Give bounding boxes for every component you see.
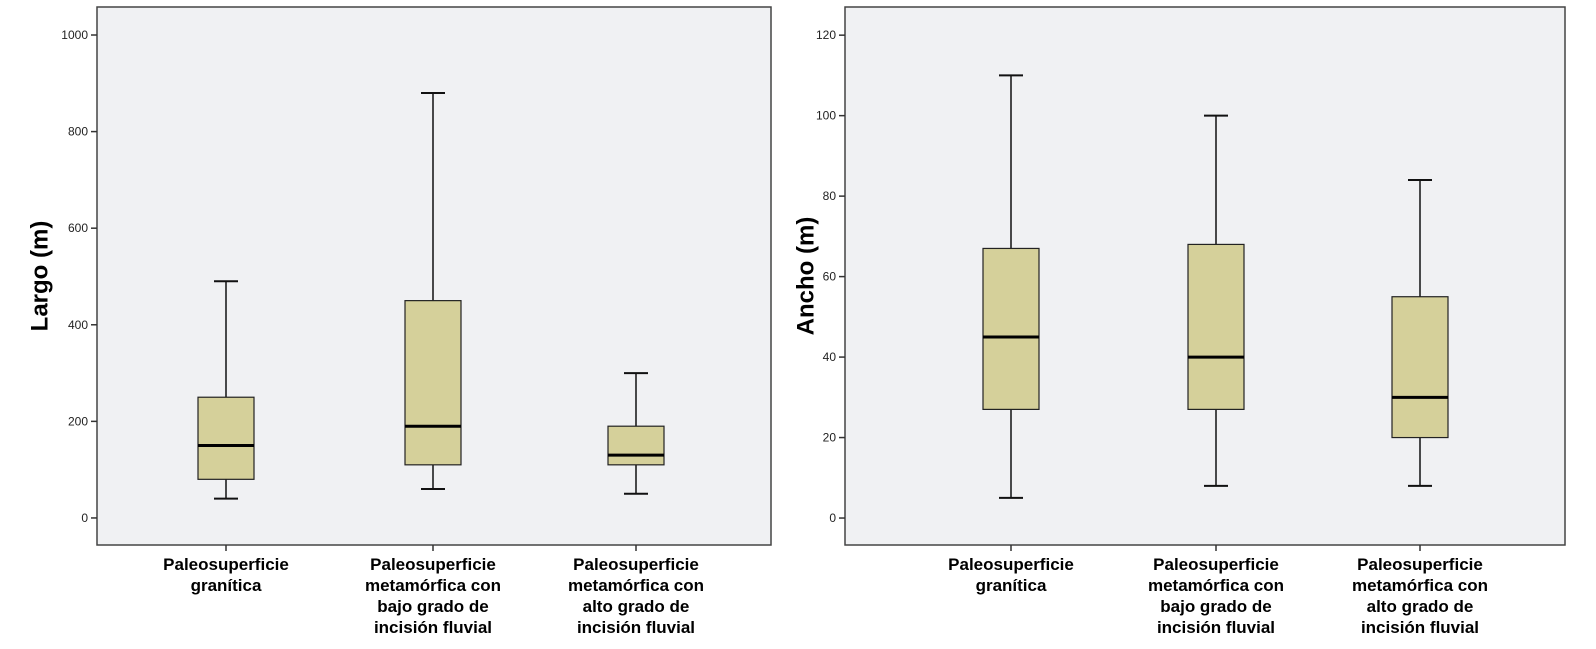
iqr-box	[404, 300, 462, 466]
boxplot-panel-1: 0 200 400 600 800 1000 Largo (m) Paleosuperfici…	[27, 6, 772, 637]
category-label-line: alto grado de	[583, 597, 690, 616]
iqr-box	[1391, 296, 1449, 439]
y-tick-label: 20	[823, 431, 837, 445]
y-axis-label: Ancho (m)	[793, 217, 820, 336]
iqr-box	[607, 425, 665, 466]
category-label-line: bajo grado de	[1160, 597, 1271, 616]
y-axis-label: Largo (m)	[27, 221, 54, 332]
category-label-line: Paleosuperficie	[948, 555, 1074, 574]
box-3	[607, 372, 665, 551]
y-tick-label: 400	[68, 318, 88, 332]
category-label-line: metamórfica con	[1352, 576, 1488, 595]
category-label-line: bajo grado de	[377, 597, 488, 616]
y-tick-label: 200	[68, 414, 88, 428]
category-label-line: metamórfica con	[365, 576, 501, 595]
box-2	[1187, 114, 1245, 551]
category-label-line: metamórfica con	[1148, 576, 1284, 595]
category-label: Paleosuperficie metamórfica con bajo grado…	[1148, 555, 1284, 637]
category-label-line: Paleosuperficie	[370, 555, 496, 574]
iqr-box	[197, 396, 255, 480]
box-3	[1391, 179, 1449, 551]
y-tick-label: 40	[823, 350, 837, 364]
category-label-line: metamórfica con	[568, 576, 704, 595]
category-label-line: incisión fluvial	[1157, 618, 1275, 637]
y-tick-label: 1000	[61, 28, 88, 42]
category-label-line: incisión fluvial	[1361, 618, 1479, 637]
box-1	[982, 74, 1040, 551]
box-1	[197, 280, 255, 551]
y-tick-label: 60	[823, 270, 837, 284]
category-label: Paleosuperficie granítica	[948, 555, 1074, 595]
box-2	[404, 91, 462, 551]
category-label-line: Paleosuperficie	[1153, 555, 1279, 574]
y-tick-label: 0	[81, 511, 88, 525]
category-label: Paleosuperficie metamórfica con alto grado…	[1352, 555, 1488, 637]
category-label-line: alto grado de	[1367, 597, 1474, 616]
category-label-line: Paleosuperficie	[573, 555, 699, 574]
y-tick-label: 120	[816, 28, 836, 42]
category-label: Paleosuperficie metamórfica con bajo grado…	[365, 555, 501, 637]
y-tick-label: 80	[823, 189, 837, 203]
boxplot-panel-2: 0 20 40 60 80 100 120 Ancho (m) Paleosuperficie g…	[793, 6, 1566, 637]
category-label-line: Paleosuperficie	[1357, 555, 1483, 574]
y-tick-label: 800	[68, 125, 88, 139]
category-label-line: incisión fluvial	[374, 618, 492, 637]
y-tick-label: 0	[829, 511, 836, 525]
y-tick-label: 100	[816, 109, 836, 123]
category-label-line: granítica	[976, 576, 1047, 595]
category-label: Paleosuperficie granítica	[163, 555, 289, 595]
category-label-line: granítica	[191, 576, 262, 595]
category-label-line: Paleosuperficie	[163, 555, 289, 574]
category-label: Paleosuperficie metamórfica con alto grado…	[568, 555, 704, 637]
iqr-box	[982, 247, 1040, 410]
iqr-box	[1187, 243, 1245, 410]
y-tick-label: 600	[68, 221, 88, 235]
category-label-line: incisión fluvial	[577, 618, 695, 637]
